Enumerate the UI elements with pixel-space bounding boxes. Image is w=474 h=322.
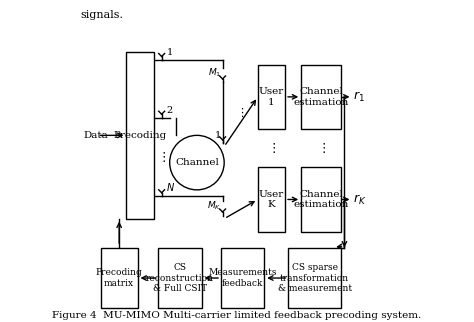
- Text: Data: Data: [83, 131, 108, 140]
- Text: $\vdots$: $\vdots$: [317, 141, 326, 155]
- Text: $M_1$: $M_1$: [208, 67, 221, 79]
- Bar: [158, 248, 202, 308]
- Circle shape: [170, 135, 224, 190]
- Text: $r_1$: $r_1$: [354, 90, 365, 104]
- Text: Measurements
feedback: Measurements feedback: [209, 268, 277, 288]
- Bar: [258, 167, 285, 232]
- Text: signals.: signals.: [80, 10, 123, 20]
- Text: $\vdots$: $\vdots$: [267, 141, 276, 155]
- Bar: [288, 248, 341, 308]
- Text: Precoding: Precoding: [113, 131, 167, 140]
- Text: User
K: User K: [259, 190, 284, 209]
- Text: Precoding
matrix: Precoding matrix: [96, 268, 143, 288]
- Text: CS
reconstruction
& Full CSIT: CS reconstruction & Full CSIT: [146, 263, 214, 293]
- Text: $M_K$: $M_K$: [207, 200, 221, 212]
- Text: $\vdots$: $\vdots$: [236, 106, 244, 119]
- Text: 2: 2: [166, 106, 173, 115]
- Text: Figure 4  MU-MIMO Multi-carrier limited feedback precoding system.: Figure 4 MU-MIMO Multi-carrier limited f…: [52, 311, 422, 320]
- Text: $\vdots$: $\vdots$: [157, 150, 166, 164]
- Text: Channel
estimation: Channel estimation: [293, 190, 349, 209]
- Bar: [258, 65, 285, 129]
- Bar: [221, 248, 264, 308]
- Bar: [101, 248, 137, 308]
- Text: $r_K$: $r_K$: [354, 193, 367, 206]
- Text: 1: 1: [166, 48, 173, 57]
- Text: Channel: Channel: [175, 158, 219, 167]
- Bar: [127, 52, 154, 219]
- Bar: [301, 167, 341, 232]
- Text: $N$: $N$: [166, 181, 175, 193]
- Text: Channel
estimation: Channel estimation: [293, 87, 349, 107]
- Text: CS sparse
transformation
& measurement: CS sparse transformation & measurement: [278, 263, 352, 293]
- Bar: [301, 65, 341, 129]
- Text: User
1: User 1: [259, 87, 284, 107]
- Text: 1: 1: [215, 131, 221, 140]
